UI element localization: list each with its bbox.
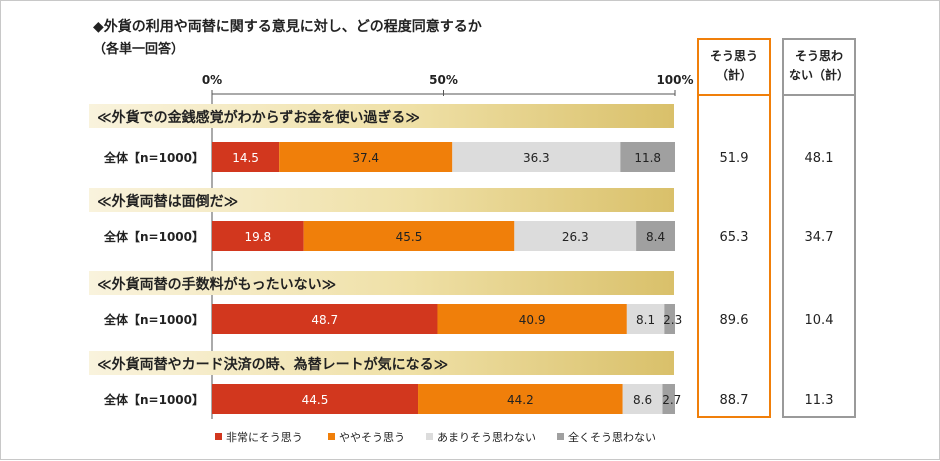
group-heading-band (89, 271, 674, 295)
bar-segment (452, 142, 621, 172)
data-label: 11.8 (634, 151, 661, 165)
bar-group: ≪外貨両替の手数料がもったいない≫ 全体【n=1000】 48.7 40.9 8.1 2.… (89, 271, 682, 334)
summary-header-box (697, 38, 771, 96)
bar-segment (664, 304, 675, 334)
legend-swatch (328, 433, 335, 440)
bar-segment (212, 221, 304, 251)
chart-title: ◆外貨の利用や両替に関する意見に対し、どの程度同意するか (93, 18, 482, 35)
bar-group: ≪外貨両替やカード決済の時、為替レートが気になる≫ 全体【n=1000】 44.5 4… (89, 351, 681, 414)
summary-header-box (782, 38, 856, 96)
bar-segment (437, 304, 627, 334)
legend-label: あまりそう思わない (437, 431, 536, 444)
legend-swatch (215, 433, 222, 440)
bar-segment (212, 142, 280, 172)
summary-column-header: （計） (716, 67, 752, 82)
bar-segment (514, 221, 637, 251)
group-heading: ≪外貨両替の手数料がもったいない≫ (97, 276, 336, 293)
data-label: 45.5 (396, 230, 423, 244)
x-tick-label: 100% (656, 73, 693, 87)
data-label: 26.3 (562, 230, 589, 244)
legend-swatch (426, 433, 433, 440)
data-label: 40.9 (519, 313, 546, 327)
summary-value: 89.6 (720, 313, 749, 328)
summary-value: 10.4 (805, 313, 834, 328)
summary-value: 34.7 (805, 230, 834, 245)
data-label: 36.3 (523, 151, 550, 165)
summary-columns: そう思う （計） 51.9 65.3 89.6 88.7 そう思わない（計） 48.1 34.7… (697, 38, 856, 418)
chart-subtitle: （各単一回答） (93, 41, 184, 57)
data-label: 44.2 (507, 393, 534, 407)
data-label: 19.8 (244, 230, 271, 244)
legend-label: 全くそう思わない (568, 430, 656, 444)
summary-value: 11.3 (805, 393, 834, 408)
x-tick-label: 0% (202, 73, 222, 87)
bar-segment (626, 304, 665, 334)
group-heading: ≪外貨両替やカード決済の時、為替レートが気になる≫ (97, 356, 448, 373)
legend-label: 非常にそう思う (226, 431, 303, 444)
data-label: 8.4 (646, 230, 665, 244)
bar-segment (212, 384, 419, 414)
bar-segment (279, 142, 453, 172)
data-label: 8.6 (633, 393, 652, 407)
bar-groups: ≪外貨での金銭感覚がわからずお金を使い過ぎる≫ 全体【n=1000】 14.5 37.… (89, 104, 682, 414)
row-label: 全体【n=1000】 (103, 229, 204, 244)
summary-value: 88.7 (720, 393, 749, 408)
data-label: 8.1 (636, 313, 655, 327)
group-heading: ≪外貨での金銭感覚がわからずお金を使い過ぎる≫ (97, 109, 420, 126)
summary-column-header: そう思わ (795, 49, 843, 63)
data-label: 44.5 (302, 393, 329, 407)
group-heading-band (89, 188, 674, 212)
legend-swatch (557, 433, 564, 440)
legend-label: ややそう思う (339, 431, 405, 444)
bar-group: ≪外貨での金銭感覚がわからずお金を使い過ぎる≫ 全体【n=1000】 14.5 37.… (89, 104, 675, 172)
data-label: 2.7 (662, 393, 681, 407)
group-heading-band (89, 351, 674, 375)
data-label: 2.3 (663, 313, 682, 327)
bar-segment (622, 384, 663, 414)
summary-value: 48.1 (805, 151, 834, 166)
legend: 非常にそう思う ややそう思う あまりそう思わない 全くそう思わない (215, 430, 656, 444)
group-heading-band (89, 104, 674, 128)
row-label: 全体【n=1000】 (103, 150, 204, 165)
group-heading: ≪外貨両替は面倒だ≫ (97, 193, 238, 210)
bar-segment (636, 221, 675, 251)
bar-segment (662, 384, 675, 414)
data-label: 14.5 (232, 151, 259, 165)
summary-value: 65.3 (720, 230, 749, 245)
summary-column-header: そう思う (710, 49, 758, 63)
row-label: 全体【n=1000】 (103, 392, 204, 407)
summary-value: 51.9 (720, 151, 749, 166)
bar-segment (212, 304, 438, 334)
data-label: 48.7 (311, 313, 338, 327)
data-label: 37.4 (352, 151, 379, 165)
bar-segment (620, 142, 675, 172)
x-tick-label: 50% (429, 73, 458, 87)
summary-column-header: ない（計） (789, 67, 849, 82)
bar-segment (303, 221, 515, 251)
bar-segment (418, 384, 623, 414)
bar-group: ≪外貨両替は面倒だ≫ 全体【n=1000】 19.8 45.5 26.3 8.4 (89, 188, 675, 251)
row-label: 全体【n=1000】 (103, 312, 204, 327)
